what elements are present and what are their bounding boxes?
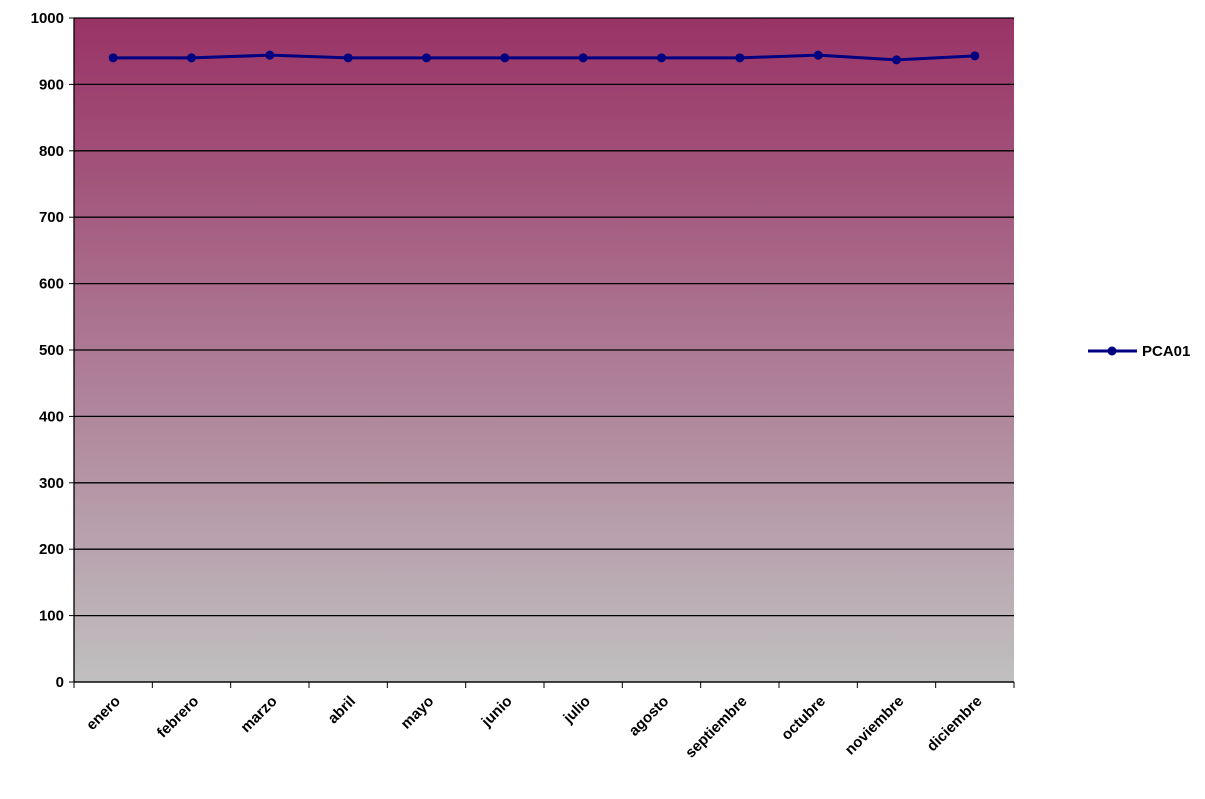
y-tick-label: 200 — [39, 541, 64, 558]
y-axis-tick-labels: 0 100 200 300 400 500 600 700 800 900 1000 — [31, 10, 64, 691]
x-tick-label-mayo: mayo — [398, 693, 438, 733]
data-point-agosto — [657, 53, 666, 63]
y-tick-label: 400 — [39, 408, 64, 425]
x-tick-label-enero: enero — [83, 693, 124, 734]
y-tick-label: 900 — [39, 76, 64, 93]
data-point-mayo — [422, 53, 431, 63]
data-point-febrero — [187, 53, 196, 63]
legend: PCA01 — [1088, 343, 1190, 360]
data-point-noviembre — [892, 55, 901, 65]
y-tick-label: 800 — [39, 143, 64, 160]
series-line-PCA01 — [113, 53, 975, 62]
x-tick-label-marzo: marzo — [237, 693, 280, 736]
x-axis-tick-labels: enero febrero marzo abril mayo junio julio agos… — [83, 693, 986, 762]
x-tick-label-junio: junio — [478, 693, 516, 731]
x-tick-label-octubre: octubre — [778, 693, 829, 744]
data-point-marzo — [265, 50, 275, 60]
x-tick-label-julio: julio — [559, 693, 594, 728]
series-lines — [108, 50, 980, 65]
y-tick-label: 0 — [56, 674, 64, 691]
x-tick-label-noviembre: noviembre — [842, 693, 908, 759]
y-tick-label: 700 — [39, 209, 64, 226]
data-point-septiembre — [735, 53, 745, 63]
x-tick-label-agosto: agosto — [626, 693, 673, 740]
data-point-abril — [343, 53, 353, 63]
y-tick-label: 300 — [39, 475, 64, 492]
gridlines — [74, 17, 1014, 683]
data-point-octubre — [813, 50, 823, 60]
axes — [69, 17, 1015, 688]
data-point-diciembre — [970, 51, 980, 61]
data-point-enero — [108, 53, 118, 63]
x-tick-label-abril: abril — [325, 693, 359, 727]
y-tick-label: 100 — [39, 608, 64, 625]
y-tick-label: 1000 — [31, 10, 64, 27]
y-tick-label: 500 — [39, 342, 64, 359]
data-point-julio — [578, 53, 588, 63]
x-tick-label-diciembre: diciembre — [924, 693, 986, 755]
x-tick-label-septiembre: septiembre — [682, 693, 751, 762]
data-point-junio — [500, 53, 510, 63]
legend-label: PCA01 — [1142, 343, 1190, 360]
x-tick-label-febrero: febrero — [154, 693, 203, 742]
legend-marker — [1107, 346, 1117, 356]
y-tick-label: 600 — [39, 276, 64, 293]
